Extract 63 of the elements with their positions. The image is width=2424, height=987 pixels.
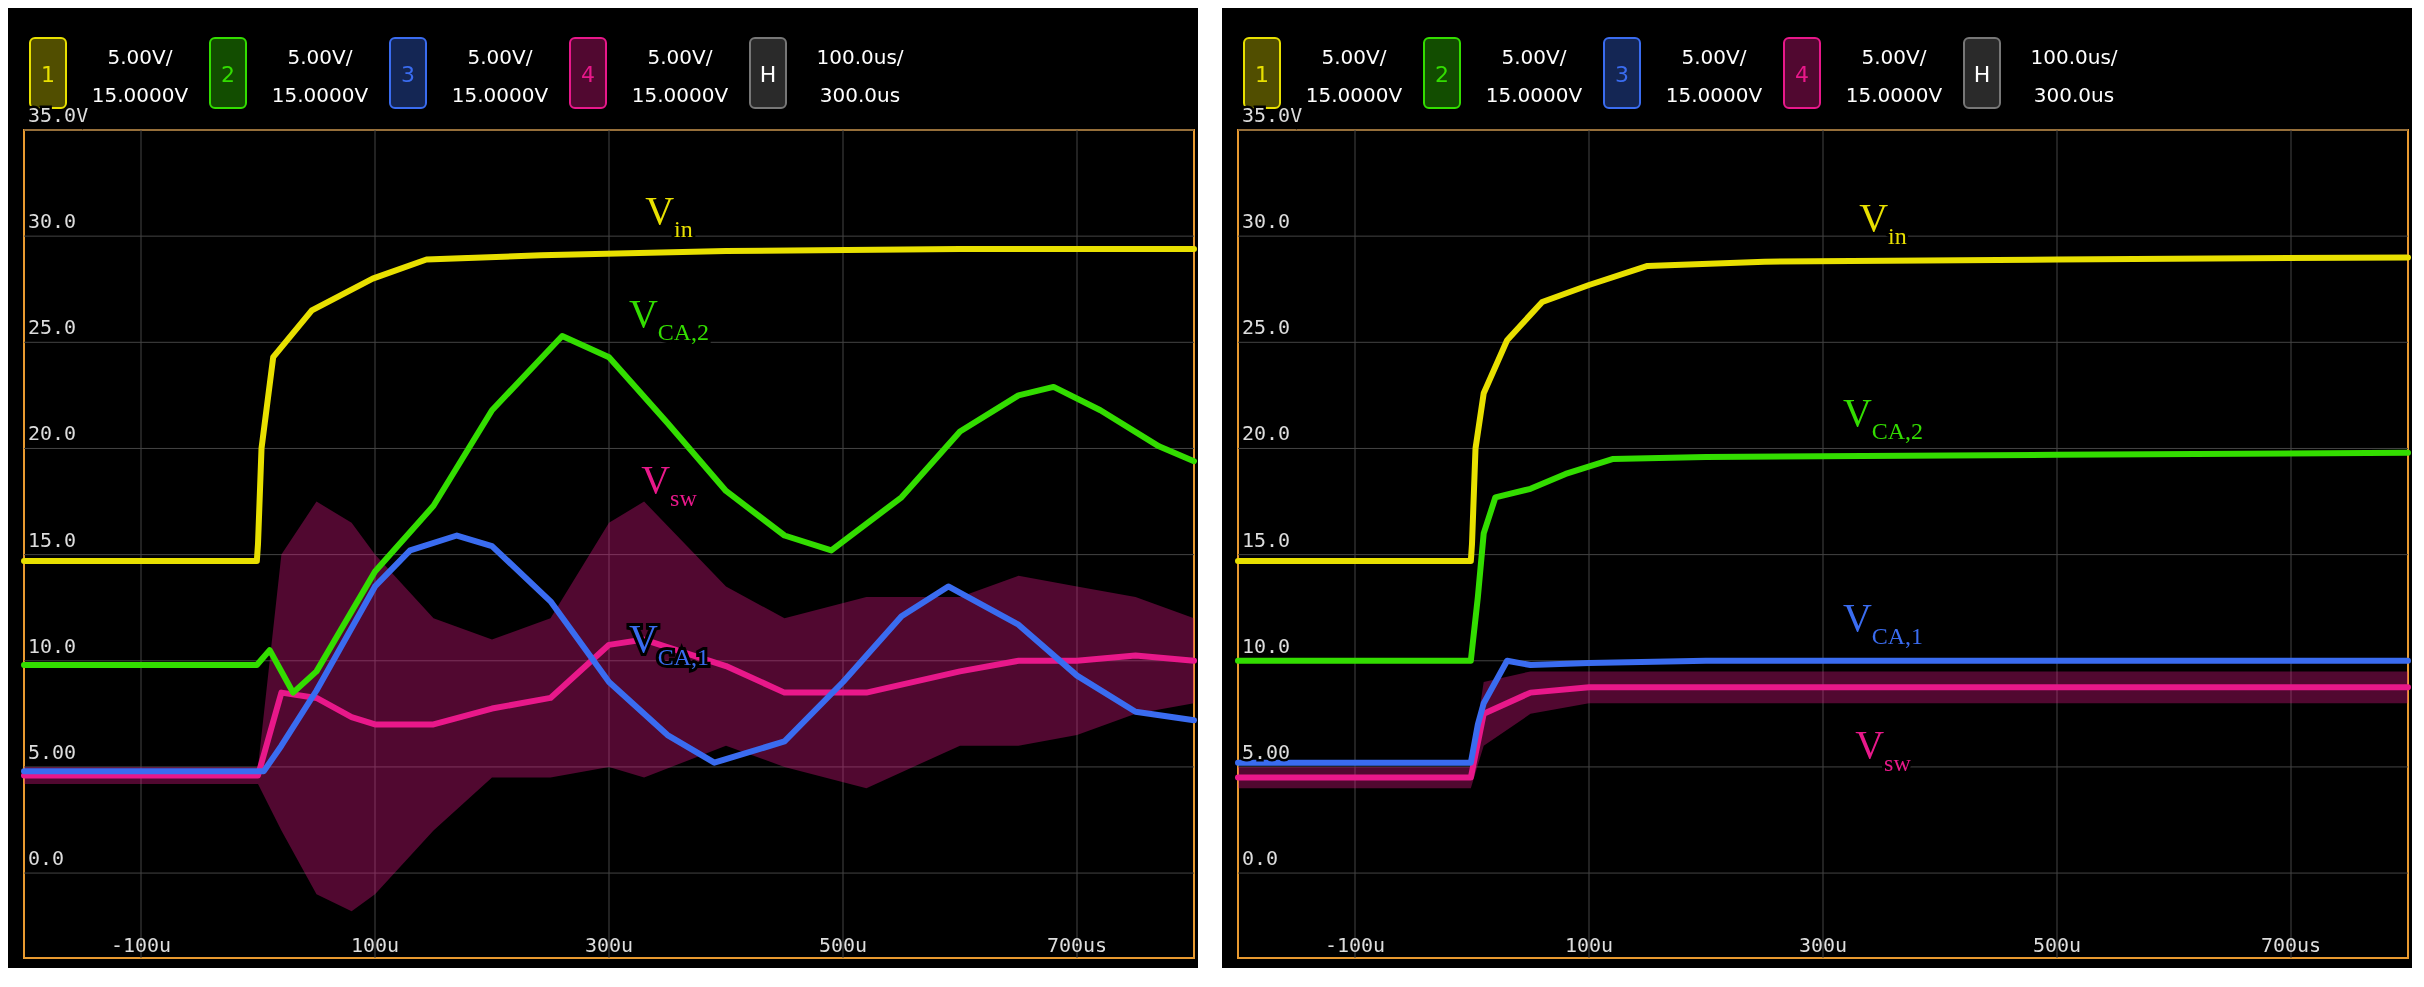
y-tick-label: 10.0 — [28, 633, 77, 658]
text: 2 — [221, 62, 235, 87]
x-tick-label: 500u — [2032, 933, 2082, 957]
y-tick-label: 5.00 — [28, 739, 77, 764]
text: 4 — [1795, 62, 1809, 87]
text: 5.00V/ — [1321, 45, 1387, 69]
text: 5.00V/ — [1861, 45, 1927, 69]
text: 100.0us/ — [816, 45, 904, 69]
text: 300.0us — [819, 83, 901, 107]
series-label: V$_{CA,2}$ — [628, 291, 710, 346]
text: 15.0000V — [1305, 83, 1403, 107]
y-tick-label: 15.0 — [1242, 527, 1291, 552]
text: 15.0000V — [1845, 83, 1943, 107]
x-tick-label: 300u — [584, 933, 634, 957]
y-tick-label: 0.0 — [1242, 846, 1279, 871]
text: 15.0000V — [451, 83, 549, 107]
text: 1 — [1255, 62, 1269, 87]
x-tick-label: 700us — [1046, 933, 1108, 957]
text: 300.0us — [2033, 83, 2115, 107]
text: 3 — [1615, 62, 1629, 87]
x-tick-label: 500u — [818, 933, 868, 957]
text: H — [759, 62, 777, 87]
text: 5.00V/ — [287, 45, 353, 69]
x-tick-label: 100u — [1564, 933, 1614, 957]
y-tick-label: 35.0V — [1242, 103, 1303, 127]
text: 5.00V/ — [1501, 45, 1567, 69]
x-tick-label: -100u — [110, 933, 172, 957]
y-tick-label: 20.0 — [1242, 421, 1291, 446]
text: 3 — [401, 62, 415, 87]
y-tick-label: 35.0V — [28, 103, 89, 127]
text: 15.0000V — [1665, 83, 1763, 107]
text: 15.0000V — [91, 83, 189, 107]
y-tick-label: 25.0 — [28, 315, 77, 340]
y-tick-label: 0.0 — [28, 846, 65, 871]
text: 15.0000V — [271, 83, 369, 107]
series-label: V$_{in}$ — [1859, 195, 1907, 250]
text: 5.00V/ — [1681, 45, 1747, 69]
y-tick-label: 25.0 — [1242, 315, 1291, 340]
y-tick-label: 30.0 — [28, 209, 77, 234]
text: V$_{sw}$ — [641, 456, 698, 511]
x-tick-label: 700us — [2260, 933, 2322, 957]
text: 1 — [41, 62, 55, 87]
text: 5.00V/ — [647, 45, 713, 69]
series-label: V$_{CA,1}$ — [1842, 594, 1924, 649]
y-tick-label: 20.0 — [28, 421, 77, 446]
text: 100.0us/ — [2030, 45, 2118, 69]
text: 2 — [1435, 62, 1449, 87]
y-tick-label: 30.0 — [1242, 209, 1291, 234]
x-tick-label: 100u — [350, 933, 400, 957]
text: 5.00V/ — [107, 45, 173, 69]
y-tick-label: 15.0 — [28, 527, 77, 552]
text: 15.0000V — [1485, 83, 1583, 107]
y-tick-label: 5.00 — [1242, 739, 1291, 764]
text: 4 — [581, 62, 595, 87]
series-label: V$_{in}$ — [645, 187, 693, 242]
text: 5.00V/ — [467, 45, 533, 69]
text: 15.0000V — [631, 83, 729, 107]
text: H — [1973, 62, 1991, 87]
x-tick-label: 300u — [1798, 933, 1848, 957]
y-tick-label: 10.0 — [1242, 633, 1291, 658]
series-label: V$_{CA,2}$ — [1842, 390, 1924, 445]
x-tick-label: -100u — [1324, 933, 1386, 957]
series-label: V$_{sw}$ — [1855, 722, 1912, 777]
